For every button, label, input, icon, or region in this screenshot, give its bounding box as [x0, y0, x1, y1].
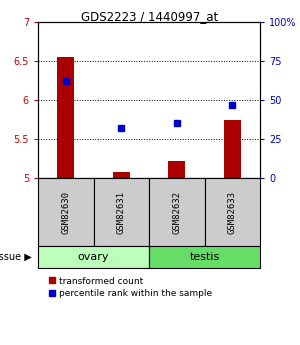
Text: testis: testis: [189, 252, 220, 262]
Bar: [113, 172, 130, 178]
Text: ovary: ovary: [78, 252, 109, 262]
Bar: [38, 246, 149, 268]
Bar: [149, 178, 205, 246]
Text: GSM82630: GSM82630: [61, 190, 70, 234]
Text: GSM82632: GSM82632: [172, 190, 181, 234]
Bar: [205, 178, 260, 246]
Bar: [57, 57, 74, 178]
Text: GSM82631: GSM82631: [117, 190, 126, 234]
Text: GSM82633: GSM82633: [228, 190, 237, 234]
Bar: [168, 161, 185, 178]
Text: GDS2223 / 1440997_at: GDS2223 / 1440997_at: [81, 10, 219, 23]
Bar: [94, 178, 149, 246]
Bar: [224, 119, 241, 178]
Text: tissue ▶: tissue ▶: [0, 252, 32, 262]
Bar: [149, 246, 260, 268]
Bar: [38, 178, 94, 246]
Legend: transformed count, percentile rank within the sample: transformed count, percentile rank withi…: [48, 276, 212, 298]
